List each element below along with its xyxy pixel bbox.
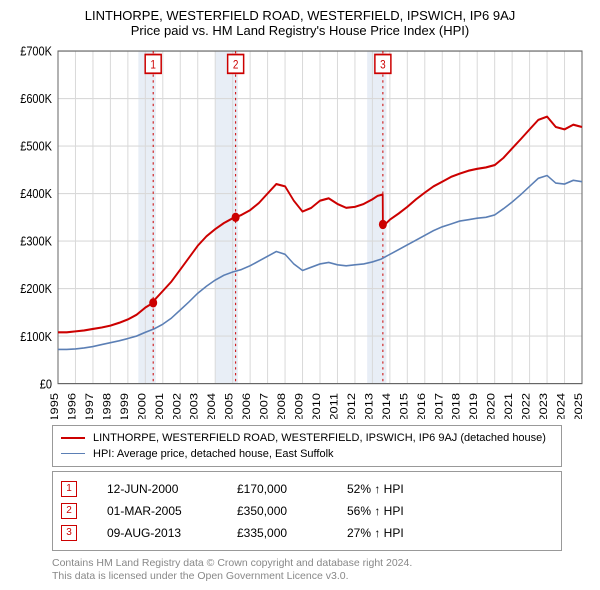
svg-text:2006: 2006	[240, 393, 253, 419]
legend-swatch	[61, 437, 85, 439]
svg-text:2023: 2023	[537, 393, 550, 419]
svg-text:2010: 2010	[310, 393, 323, 419]
legend-label: HPI: Average price, detached house, East…	[93, 448, 334, 460]
svg-text:2009: 2009	[292, 393, 305, 419]
svg-text:3: 3	[380, 59, 386, 72]
attribution-text: Contains HM Land Registry data © Crown c…	[52, 557, 588, 584]
event-price: £350,000	[237, 504, 317, 518]
svg-text:2011: 2011	[327, 393, 340, 419]
svg-text:£300K: £300K	[20, 234, 52, 249]
svg-text:£0: £0	[40, 376, 53, 391]
svg-text:2003: 2003	[188, 393, 201, 419]
event-date: 01-MAR-2005	[107, 504, 207, 518]
svg-text:2013: 2013	[362, 393, 375, 419]
svg-text:2008: 2008	[275, 393, 288, 419]
svg-text:1995: 1995	[48, 393, 61, 419]
event-delta: 52% ↑ HPI	[347, 482, 404, 496]
event-delta: 27% ↑ HPI	[347, 526, 404, 540]
event-delta: 56% ↑ HPI	[347, 504, 404, 518]
svg-text:1998: 1998	[100, 393, 113, 419]
svg-text:2002: 2002	[170, 393, 183, 419]
chart-plot-area: £0 £100K £200K £300K £400K £500K £600K £700K 199…	[12, 44, 588, 419]
legend-label: LINTHORPE, WESTERFIELD ROAD, WESTERFIELD…	[93, 432, 546, 444]
event-date: 09-AUG-2013	[107, 526, 207, 540]
event-marker-icon: 3	[61, 525, 77, 541]
svg-text:2000: 2000	[135, 393, 148, 419]
events-table: 1 12-JUN-2000 £170,000 52% ↑ HPI 2 01-MAR-200…	[52, 471, 562, 551]
chart-title: LINTHORPE, WESTERFIELD ROAD, WESTERFIELD…	[12, 8, 588, 23]
svg-text:2005: 2005	[223, 393, 236, 419]
event-date: 12-JUN-2000	[107, 482, 207, 496]
legend-box: LINTHORPE, WESTERFIELD ROAD, WESTERFIELD…	[52, 425, 562, 467]
svg-text:1996: 1996	[65, 393, 78, 419]
event-row: 3 09-AUG-2013 £335,000 27% ↑ HPI	[61, 522, 553, 544]
svg-text:1: 1	[150, 59, 156, 72]
svg-text:2017: 2017	[432, 393, 445, 419]
svg-text:1997: 1997	[83, 393, 96, 419]
legend-row: LINTHORPE, WESTERFIELD ROAD, WESTERFIELD…	[61, 430, 553, 446]
svg-text:£700K: £700K	[20, 44, 52, 59]
attribution-line-1: Contains HM Land Registry data © Crown c…	[52, 557, 588, 571]
svg-text:2019: 2019	[467, 393, 480, 419]
svg-text:2: 2	[233, 59, 239, 72]
svg-text:2015: 2015	[397, 393, 410, 419]
svg-text:£500K: £500K	[20, 139, 52, 154]
svg-text:2020: 2020	[485, 393, 498, 419]
event-price: £170,000	[237, 482, 317, 496]
legend-swatch	[61, 453, 85, 454]
chart-subtitle: Price paid vs. HM Land Registry's House …	[12, 23, 588, 38]
event-marker-icon: 1	[61, 481, 77, 497]
event-row: 2 01-MAR-2005 £350,000 56% ↑ HPI	[61, 500, 553, 522]
svg-text:2025: 2025	[572, 393, 585, 419]
line-chart-svg: £0 £100K £200K £300K £400K £500K £600K £700K 199…	[12, 44, 588, 419]
svg-text:1999: 1999	[118, 393, 131, 419]
legend-row: HPI: Average price, detached house, East…	[61, 446, 553, 462]
svg-text:2014: 2014	[380, 393, 393, 419]
chart-container: LINTHORPE, WESTERFIELD ROAD, WESTERFIELD…	[0, 0, 600, 590]
svg-text:2007: 2007	[257, 393, 270, 419]
svg-text:2021: 2021	[502, 393, 515, 419]
svg-text:£400K: £400K	[20, 186, 52, 201]
svg-text:2016: 2016	[415, 393, 428, 419]
svg-text:2022: 2022	[519, 393, 532, 419]
event-price: £335,000	[237, 526, 317, 540]
svg-text:2024: 2024	[554, 393, 567, 419]
event-row: 1 12-JUN-2000 £170,000 52% ↑ HPI	[61, 478, 553, 500]
svg-text:2001: 2001	[153, 393, 166, 419]
svg-text:£200K: £200K	[20, 281, 52, 296]
svg-text:£100K: £100K	[20, 329, 52, 344]
svg-text:£600K: £600K	[20, 91, 52, 106]
event-marker-icon: 2	[61, 503, 77, 519]
svg-text:2012: 2012	[345, 393, 358, 419]
attribution-line-2: This data is licensed under the Open Gov…	[52, 570, 588, 584]
svg-text:2018: 2018	[450, 393, 463, 419]
svg-text:2004: 2004	[205, 393, 218, 419]
